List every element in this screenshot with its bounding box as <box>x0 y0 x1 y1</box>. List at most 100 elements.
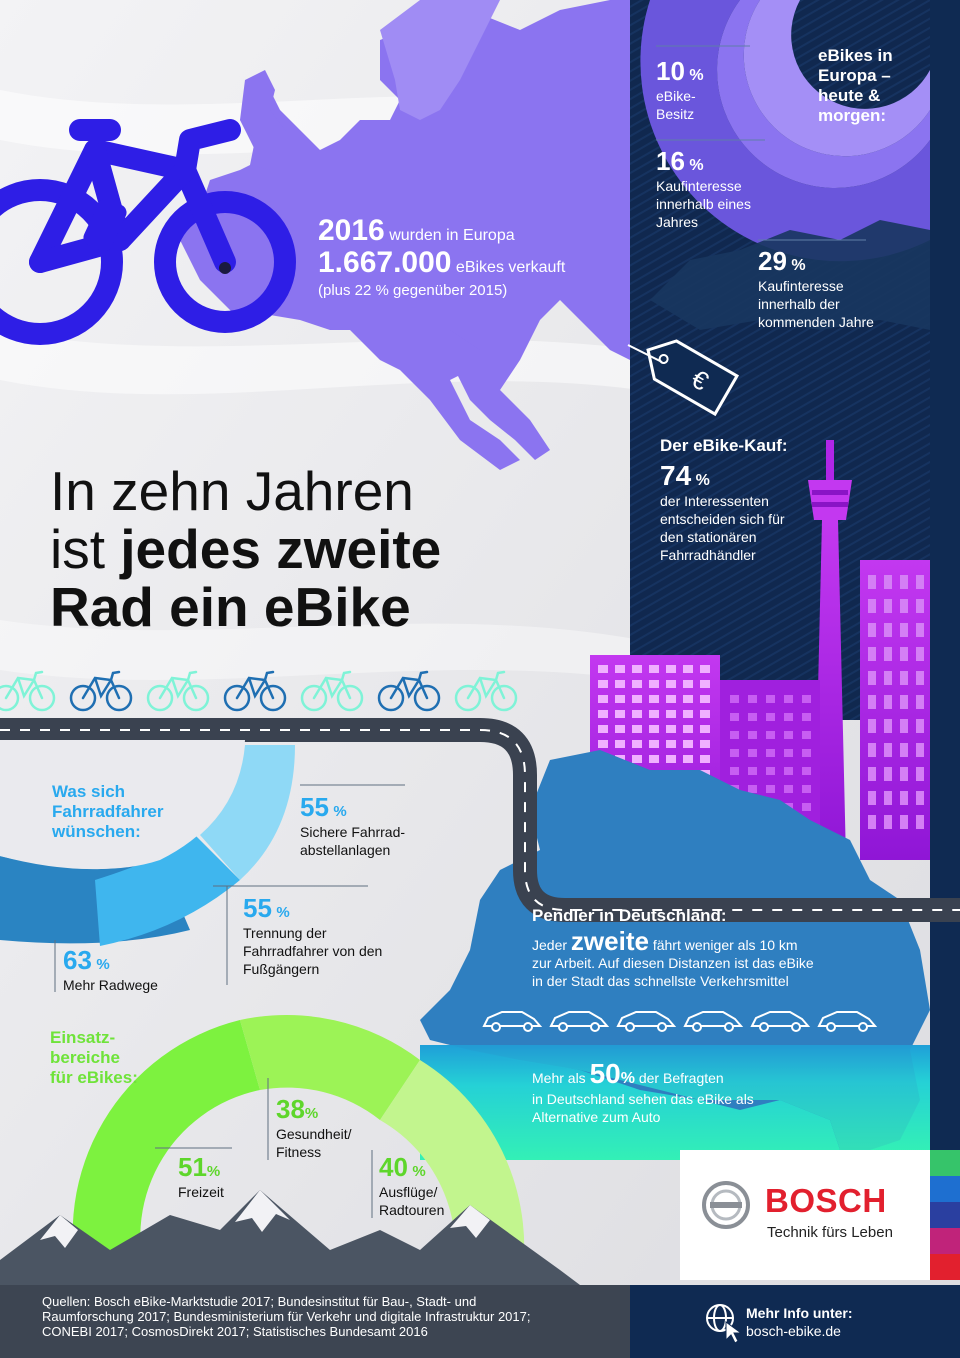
survey-block: Mehr als 50% der Befragten in Deutschlan… <box>532 1058 832 1126</box>
stat-value: 16 <box>656 146 685 176</box>
mountain-snow <box>235 1190 290 1232</box>
stat-label: Kaufinteresse innerhalb eines Jahres <box>656 178 751 230</box>
road <box>0 718 960 922</box>
purchase-label: der Interessenten entscheiden sich für d… <box>660 493 785 563</box>
europe-panel-title: eBikes in Europa – heute & morgen: <box>818 46 893 125</box>
uk-map <box>240 70 290 170</box>
euro-price-tag-icon: € <box>646 339 740 417</box>
stat-unit: % <box>412 1163 426 1180</box>
bosch-wordmark: BOSCH <box>765 1182 887 1219</box>
supergraphic-strip <box>930 1150 960 1280</box>
car-icon <box>616 1011 677 1032</box>
wishes-donut-center <box>0 740 245 870</box>
commuters-pre: Jeder <box>532 937 568 953</box>
sales-line2: eBikes verkauft <box>455 259 566 276</box>
small-bike-icon <box>69 670 133 712</box>
europe-sales-block: 2016 wurden in Europa 1.667.000 eBikes v… <box>318 214 638 299</box>
italy-map <box>450 330 550 460</box>
stat-unit: % <box>689 67 704 84</box>
usage-arch-chart <box>72 1020 260 1290</box>
headline-line1: In zehn Jahren <box>50 460 414 522</box>
sources-line1: Quellen: Bosch eBike-Marktstudie 2017; B… <box>42 1294 477 1309</box>
stat-label: Freizeit <box>178 1184 224 1200</box>
europe-donut-segment <box>743 0 930 157</box>
light-stripe <box>0 620 640 680</box>
ebike-battery <box>83 198 127 252</box>
bike-row <box>0 670 518 712</box>
panel-edge <box>930 0 960 1150</box>
bosch-logo-box <box>680 1150 930 1280</box>
stat-value: 55 <box>300 792 329 822</box>
stat-label: Sichere Fahrrad-abstellanlagen <box>300 824 406 858</box>
stat-unit: % <box>276 904 290 921</box>
europe-donut-chart <box>640 0 930 262</box>
europe-stat: 16 % Kaufinteresse innerhalb eines Jahre… <box>656 146 776 231</box>
mountain-snow <box>40 1215 78 1248</box>
stat-label: Mehr Radwege <box>63 977 158 993</box>
footer-band-right <box>630 1285 960 1358</box>
footer-band <box>0 1285 630 1358</box>
stat-value: 63 <box>63 945 92 975</box>
cursor-icon <box>725 1321 743 1344</box>
stat-value: 10 <box>656 56 685 86</box>
wishes-stat: 63 % Mehr Radwege <box>63 945 203 994</box>
car-icon <box>482 1011 543 1032</box>
usage-stat: 51% Freizeit <box>178 1152 258 1201</box>
stat-unit: % <box>791 257 806 274</box>
car-icon <box>817 1011 878 1032</box>
stat-value: 40 <box>379 1152 408 1182</box>
stat-value: 51 <box>178 1152 207 1182</box>
sales-count: 1.667.000 <box>318 246 452 279</box>
small-bike-icon <box>300 670 364 712</box>
wishes-donut-segment <box>200 745 295 880</box>
sources-line2: Raumforschung 2017; Bundesministerium fü… <box>42 1309 531 1324</box>
survey-value: 50 <box>589 1058 621 1089</box>
small-bike-icon <box>0 670 56 712</box>
sales-year: 2016 <box>318 214 385 247</box>
stat-value: 29 <box>758 246 787 276</box>
stat-unit: % <box>304 1105 319 1122</box>
wishes-title: Was sich Fahrradfahrer wünschen: <box>52 782 164 841</box>
car-icon <box>549 1011 610 1032</box>
sales-line1: wurden in Europa <box>389 227 515 244</box>
car-icon <box>750 1011 811 1032</box>
headline-line3: Rad ein eBike <box>50 576 411 638</box>
small-bike-icon <box>377 670 441 712</box>
purchase-block: Der eBike-Kauf: 74 % der Interessenten e… <box>660 436 810 564</box>
wishes-stat: 55 % Trennung der Fahrradfahrer von den … <box>243 893 393 978</box>
commuters-title: Pendler in Deutschland: <box>532 906 727 925</box>
germany-map-gradient <box>430 1045 930 1150</box>
sources: Quellen: Bosch eBike-Marktstudie 2017; B… <box>42 1294 530 1339</box>
more-info: Mehr Info unter: bosch-ebike.de <box>746 1304 853 1340</box>
small-bike-icon <box>223 670 287 712</box>
purchase-unit: % <box>695 472 710 489</box>
usage-title: Einsatz-bereiche für eBikes: <box>50 1028 138 1087</box>
stat-value: 55 <box>243 893 272 923</box>
stat-label: Trennung der Fahrradfahrer von den Fußgä… <box>243 925 383 977</box>
bosch-slogan: Technik fürs Leben <box>767 1224 893 1241</box>
stat-label: eBike-Besitz <box>656 88 696 122</box>
commuters-line2: zur Arbeit. Auf diesen Distanzen ist das… <box>532 955 814 971</box>
globe-icon <box>706 1304 734 1332</box>
stat-label: Ausflüge/ Radtouren <box>379 1184 445 1218</box>
ebike-hub <box>219 262 231 274</box>
car-icon <box>683 1011 744 1032</box>
more-info-label: Mehr Info unter: <box>746 1305 853 1321</box>
usage-stat: 38% Gesundheit/ Fitness <box>276 1094 386 1161</box>
europe-stat: 29 % Kaufinteresse innerhalb der kommend… <box>758 246 898 331</box>
sales-growth: (plus 22 % gegenüber 2015) <box>318 282 508 299</box>
ebike-illustration <box>0 119 296 345</box>
purchase-value: 74 <box>660 460 692 491</box>
usage-stat: 40 % Ausflüge/ Radtouren <box>379 1152 479 1219</box>
scandinavia-map <box>380 0 500 120</box>
survey-line2: in Deutschland sehen das eBike als <box>532 1091 754 1107</box>
stat-unit: % <box>689 157 704 174</box>
europe-map-overlay <box>650 220 930 330</box>
commuters-line3: in der Stadt das schnellste Verkehrsmitt… <box>532 973 789 989</box>
tag-string <box>627 344 663 363</box>
headline-line2-bold: jedes zweite <box>120 518 442 580</box>
survey-post: der Befragten <box>638 1070 724 1086</box>
stat-label: Gesundheit/ Fitness <box>276 1126 352 1160</box>
more-info-link[interactable]: bosch-ebike.de <box>746 1323 841 1339</box>
